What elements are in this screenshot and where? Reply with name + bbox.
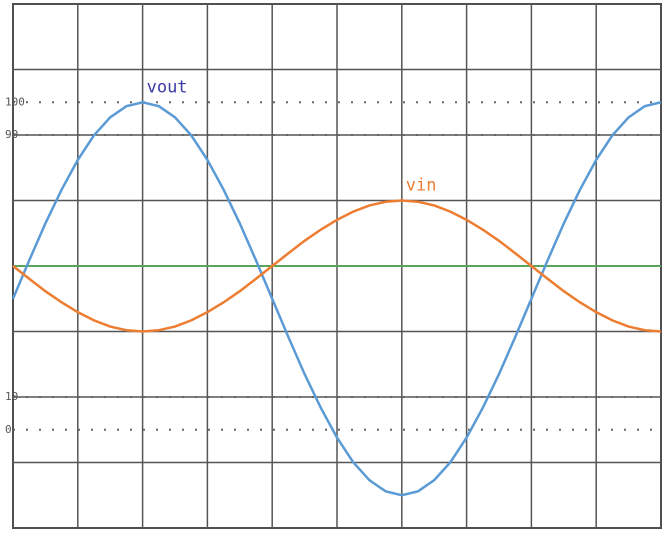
series-label: vout bbox=[147, 77, 188, 97]
series-label: vin bbox=[406, 176, 437, 196]
y-tick-label: 10 bbox=[5, 390, 18, 403]
y-tick-label: 100 bbox=[5, 95, 25, 108]
series-line bbox=[12, 199, 662, 333]
series-line bbox=[11, 100, 662, 497]
y-tick-label: 90 bbox=[5, 128, 18, 141]
y-tick-label: 0 bbox=[5, 423, 12, 436]
